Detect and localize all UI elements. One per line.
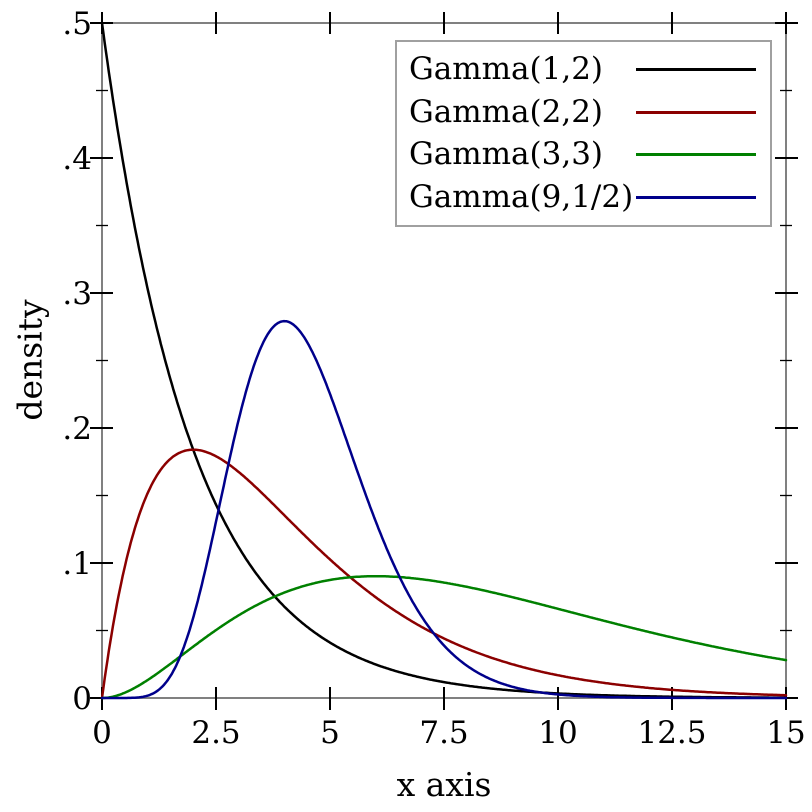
x-tick-label: 10	[538, 715, 577, 751]
y-tick-label: .4	[62, 141, 92, 177]
y-tick-label: .1	[62, 546, 92, 582]
legend-line-sample	[636, 110, 756, 114]
legend-row: Gamma(3,3)	[397, 139, 770, 170]
y-tick-label: .5	[62, 6, 92, 42]
legend-label: Gamma(1,2)	[409, 50, 604, 87]
legend-label: Gamma(9,1/2)	[409, 179, 634, 216]
legend-line-sample	[636, 196, 756, 200]
legend-row: Gamma(2,2)	[397, 93, 770, 130]
legend-row: Gamma(9,1/2)	[397, 182, 770, 213]
x-tick-label: 2.5	[191, 715, 240, 751]
y-tick-label: 0	[72, 681, 92, 717]
x-tick-label: 0	[92, 715, 112, 751]
y-tick-label: .3	[62, 276, 92, 312]
legend-label: Gamma(2,2)	[409, 93, 604, 130]
series-curve	[100, 448, 788, 700]
x-axis-title: x axis	[396, 765, 492, 804]
series-curve	[100, 319, 788, 700]
legend-box: Gamma(1,2) Gamma(2,2) Gamma(3,3) Gamma(9,1/…	[395, 40, 772, 227]
x-tick-label: 15	[766, 715, 805, 751]
legend-line-sample	[636, 153, 756, 157]
legend-row: Gamma(1,2)	[397, 50, 770, 87]
y-axis-title: density	[10, 299, 50, 421]
y-tick-label: .2	[62, 411, 92, 447]
legend-line-sample	[636, 67, 756, 71]
x-tick-label: 5	[320, 715, 340, 751]
x-tick-label: 12.5	[637, 715, 706, 751]
legend-label: Gamma(3,3)	[409, 136, 604, 173]
series-curve	[100, 574, 788, 700]
x-tick-label: 7.5	[419, 715, 468, 751]
